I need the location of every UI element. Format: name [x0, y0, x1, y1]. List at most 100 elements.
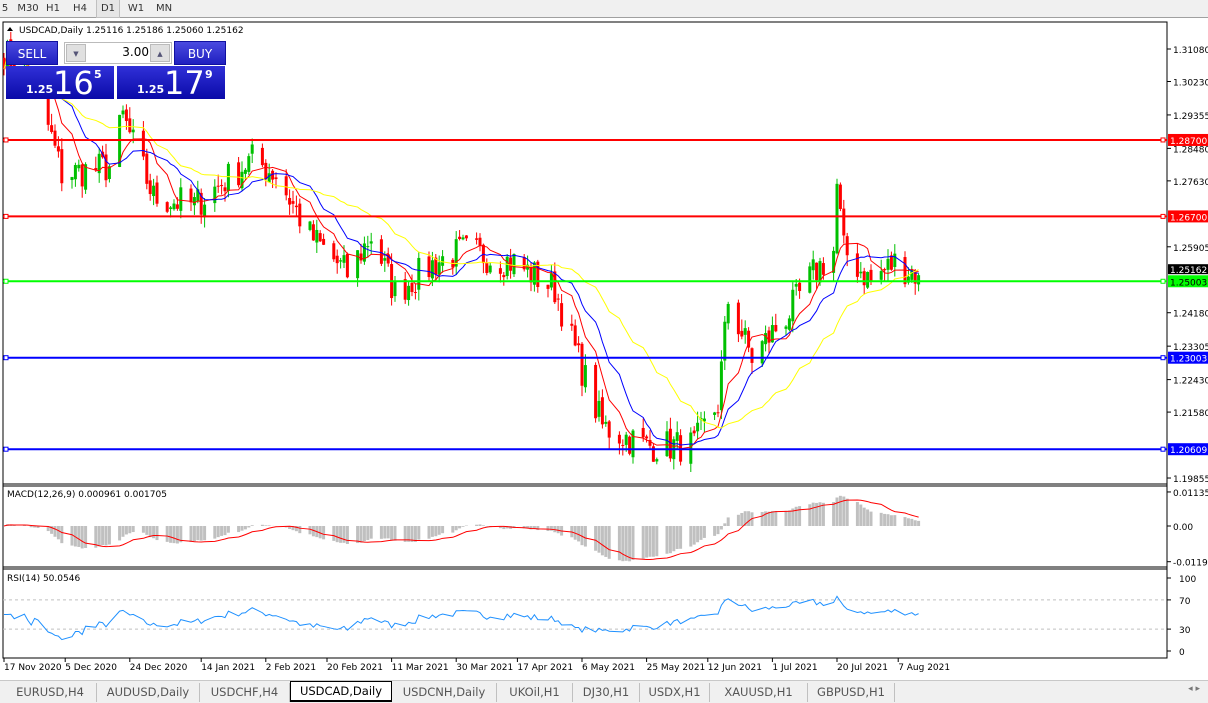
- macd-histogram-bar: [702, 526, 706, 538]
- macd-histogram-bar: [815, 502, 819, 526]
- line-handle: [3, 355, 9, 361]
- timeframe-w1[interactable]: W1: [127, 3, 145, 14]
- macd-histogram-bar: [577, 526, 581, 542]
- macd-histogram-bar: [747, 511, 751, 526]
- date-axis-label: 2 Feb 2021: [266, 663, 316, 673]
- tab-usdcad-daily[interactable]: USDCAD,Daily: [290, 681, 392, 702]
- macd-label: MACD(12,26,9) 0.000961 0.001705: [7, 490, 167, 500]
- volume-decrease-button[interactable]: ▼: [66, 44, 86, 62]
- tab-scroll-arrows[interactable]: ◂ ▸: [1188, 684, 1200, 694]
- line-handle: [3, 446, 9, 452]
- candle-body: [577, 343, 581, 346]
- price-axis-label: 1.21580: [1173, 409, 1208, 419]
- macd-histogram-bar: [522, 526, 526, 529]
- volume-field[interactable]: ▼ 3.00 ▲: [64, 42, 172, 64]
- tab-audusd-daily[interactable]: AUDUSD,Daily: [97, 683, 200, 702]
- candle-body: [288, 197, 292, 205]
- candle-body: [556, 298, 560, 300]
- rsi-axis-label: 70: [1179, 597, 1191, 607]
- timeframe-d1[interactable]: D1: [96, 0, 120, 18]
- buy-button[interactable]: BUY: [174, 41, 226, 65]
- macd-histogram-bar: [84, 526, 88, 548]
- candle-body: [838, 184, 842, 209]
- candle-body: [821, 263, 825, 275]
- macd-histogram-bar: [594, 526, 598, 551]
- sell-button[interactable]: SELL: [6, 41, 58, 65]
- sell-price[interactable]: 1.25 16 5: [6, 64, 114, 102]
- candle-body: [369, 241, 373, 244]
- macd-histogram-bar: [536, 526, 540, 531]
- candle-body: [628, 436, 632, 454]
- candle-body: [53, 130, 57, 146]
- candle-body: [203, 204, 207, 218]
- macd-histogram-bar: [417, 526, 421, 540]
- chart-tabs: ◂ ▸ EURUSD,H4 AUDUSD,Daily USDCHF,H4 USDCAD…: [0, 680, 1208, 703]
- timeframe-5[interactable]: 5: [1, 3, 9, 14]
- candle-body: [60, 149, 64, 184]
- macd-axis-label: 0.00: [1173, 523, 1193, 533]
- candle-body: [94, 168, 98, 171]
- macd-histogram-bar: [356, 526, 360, 544]
- macd-histogram-bar: [311, 526, 315, 537]
- macd-histogram-bar: [407, 526, 411, 542]
- macd-histogram-bar: [740, 512, 744, 526]
- buy-price[interactable]: 1.25 17 9: [117, 64, 225, 102]
- macd-histogram-bar: [580, 526, 584, 546]
- tab-usdchf-h4[interactable]: USDCHF,H4: [200, 683, 290, 702]
- candle-body: [794, 284, 798, 287]
- candle-body: [410, 282, 414, 293]
- macd-histogram-bar: [152, 526, 156, 539]
- tab-eurusd-h4[interactable]: EURUSD,H4: [4, 683, 97, 702]
- macd-histogram-bar: [80, 526, 84, 549]
- macd-histogram-bar: [597, 526, 601, 553]
- candle-body: [318, 233, 322, 242]
- macd-histogram-bar: [549, 526, 553, 531]
- line-handle: [3, 213, 9, 219]
- macd-histogram-bar: [719, 526, 723, 530]
- volume-input[interactable]: 3.00: [122, 45, 149, 59]
- candle-body: [866, 271, 870, 288]
- macd-histogram-bar: [461, 526, 465, 527]
- tab-dj30-h1[interactable]: DJ30,H1: [573, 683, 640, 702]
- line-price-label-bg: [1168, 351, 1208, 364]
- candle-body: [723, 321, 727, 361]
- timeframe-mn[interactable]: MN: [155, 3, 173, 14]
- candle-body: [798, 282, 802, 292]
- candle-body: [883, 269, 887, 271]
- tab-xauusd-h1[interactable]: XAUUSD,H1: [710, 683, 808, 702]
- candle-body: [196, 189, 200, 201]
- macd-histogram-bar: [213, 526, 217, 539]
- macd-histogram-bar: [124, 526, 128, 535]
- macd-histogram-bar: [665, 526, 669, 554]
- macd-histogram-bar: [451, 526, 455, 533]
- tab-usdcnh-daily[interactable]: USDCNH,Daily: [392, 683, 497, 702]
- tab-gbpusd-h1[interactable]: GBPUSD,H1: [808, 683, 895, 702]
- tab-usdx-h1[interactable]: USDX,H1: [640, 683, 710, 702]
- macd-histogram-bar: [369, 526, 373, 539]
- candle-body: [903, 257, 907, 285]
- macd-histogram-bar: [879, 512, 883, 526]
- macd-histogram-bar: [628, 526, 632, 562]
- macd-histogram-bar: [101, 526, 105, 546]
- tab-ukoil-h1[interactable]: UKOil,H1: [497, 683, 573, 702]
- line-price-label-bg: [1168, 133, 1208, 146]
- candle-body: [84, 164, 88, 190]
- candle-body: [736, 302, 740, 335]
- macd-histogram-bar: [784, 510, 788, 526]
- line-handle: [1160, 137, 1166, 143]
- macd-histogram-bar: [128, 526, 132, 534]
- candle-body: [505, 256, 509, 277]
- macd-histogram-bar: [294, 526, 298, 532]
- price-chart[interactable]: 1.310801.302301.293551.284801.276301.259…: [0, 18, 1208, 680]
- macd-histogram-bar: [226, 526, 230, 533]
- macd-histogram-bar: [203, 526, 207, 541]
- line-handle: [1160, 278, 1166, 284]
- timeframe-toolbar: 5 M30 H1 H4 D1 W1 MN: [0, 0, 1208, 18]
- timeframe-m30[interactable]: M30: [17, 3, 39, 14]
- volume-increase-button[interactable]: ▲: [150, 44, 170, 62]
- macd-histogram-bar: [736, 514, 740, 526]
- macd-histogram-bar: [335, 526, 339, 543]
- timeframe-h1[interactable]: H1: [46, 3, 60, 14]
- candle-body: [917, 275, 921, 285]
- timeframe-h4[interactable]: H4: [73, 3, 87, 14]
